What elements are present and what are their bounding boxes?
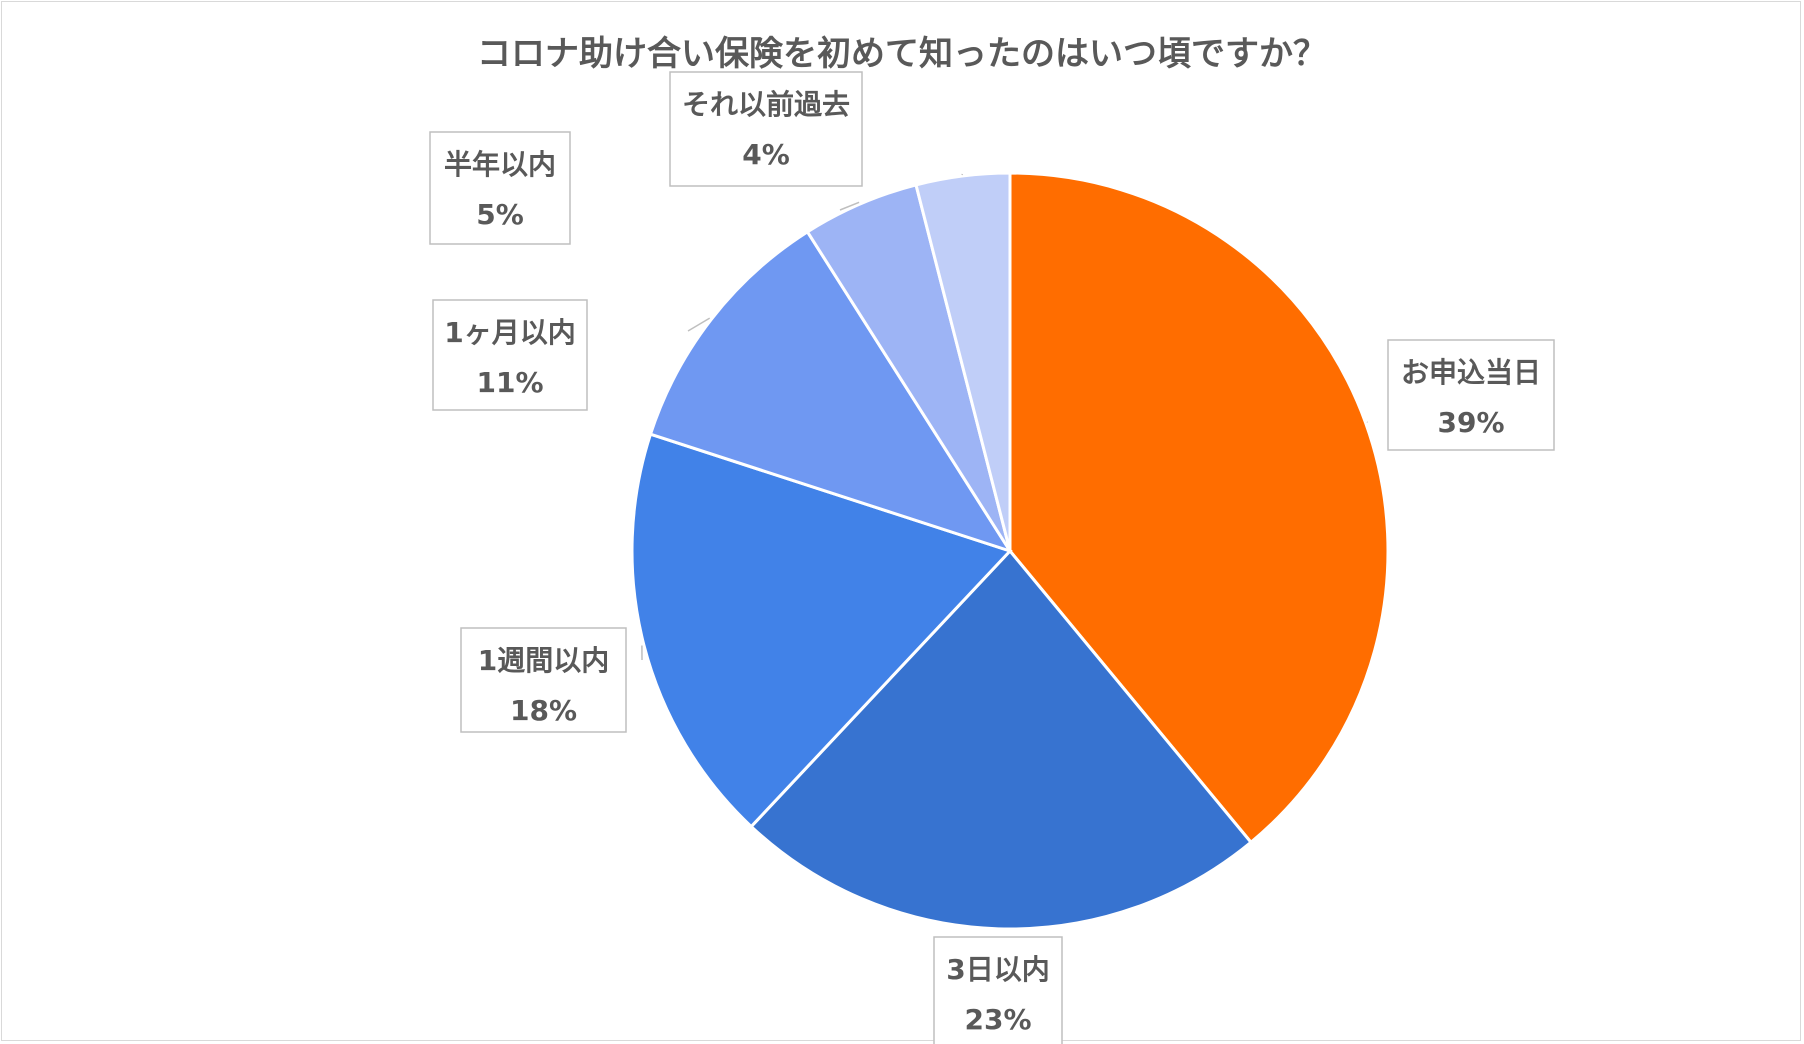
category-label: それ以前過去 [682,88,850,121]
category-label: お申込当日 [1401,356,1541,389]
data-label-3: 1週間以内 18% [460,627,643,733]
data-label-6: それ以前過去 4% [669,71,964,187]
data-label-5: 半年以内 5% [429,131,860,245]
chart-title: コロナ助け合い保険を初めて知ったのはいつ頃ですか？ [477,34,1327,74]
leader-line-4 [687,317,711,332]
percent-label: 5% [476,198,524,231]
pie-slice-6 [914,171,1012,552]
data-label-box [933,936,1063,1044]
data-label-box [1387,339,1555,451]
percent-label: 4% [742,138,790,171]
percent-label: 23% [964,1003,1031,1036]
data-label-box [460,627,627,733]
data-label-1: お申込当日 39% [1366,339,1555,451]
pie-slices [630,171,1390,931]
data-label-2: 3日以内 23% [933,936,1063,1044]
data-label-box [429,131,571,245]
percent-label: 11% [476,366,543,399]
pie-slice-4 [648,229,1014,554]
category-label: 1週間以内 [478,644,609,677]
data-label-box [432,299,588,411]
data-label-4: 1ヶ月以内 11% [432,299,711,411]
percent-label: 39% [1437,406,1504,439]
pie-slice-3 [630,432,1013,829]
category-label: 3日以内 [946,953,1049,986]
pie-slice-2 [749,548,1254,931]
category-label: 半年以内 [444,148,556,181]
pie-slice-1 [1008,171,1390,845]
data-label-box [669,71,863,187]
category-label: 1ヶ月以内 [444,316,575,349]
leader-line-5 [839,201,860,211]
percent-label: 18% [510,694,577,727]
data-labels: お申込当日 39% 3日以内 23% 1週間以内 18% 1ヶ月以内 11% 半年以内 5% それ以… [429,71,1555,1044]
